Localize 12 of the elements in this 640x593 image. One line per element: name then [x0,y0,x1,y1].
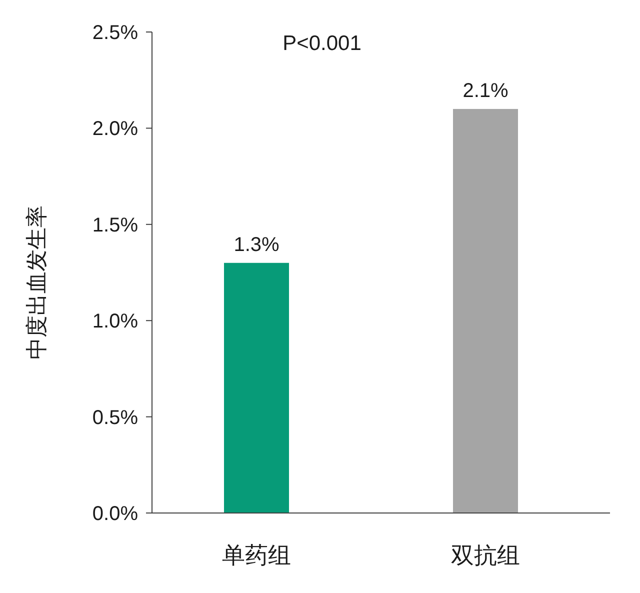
data-label: 2.1% [462,80,509,102]
annotation: P<0.001 [282,32,362,55]
x-tick-label: 双抗组 [451,542,520,568]
y-tick-label: 0.5% [92,406,138,429]
y-tick-label: 0.0% [92,503,138,525]
y-tick-label: 2.5% [92,22,138,44]
x-tick-label: 单药组 [222,542,291,568]
y-tick-label: 1.0% [92,310,138,333]
y-tick-label: 1.5% [92,214,138,236]
y-tick-label: 2.0% [92,118,138,140]
data-label: 1.3% [234,234,280,256]
y-axis-title: 中度出血发生率 [24,206,49,360]
